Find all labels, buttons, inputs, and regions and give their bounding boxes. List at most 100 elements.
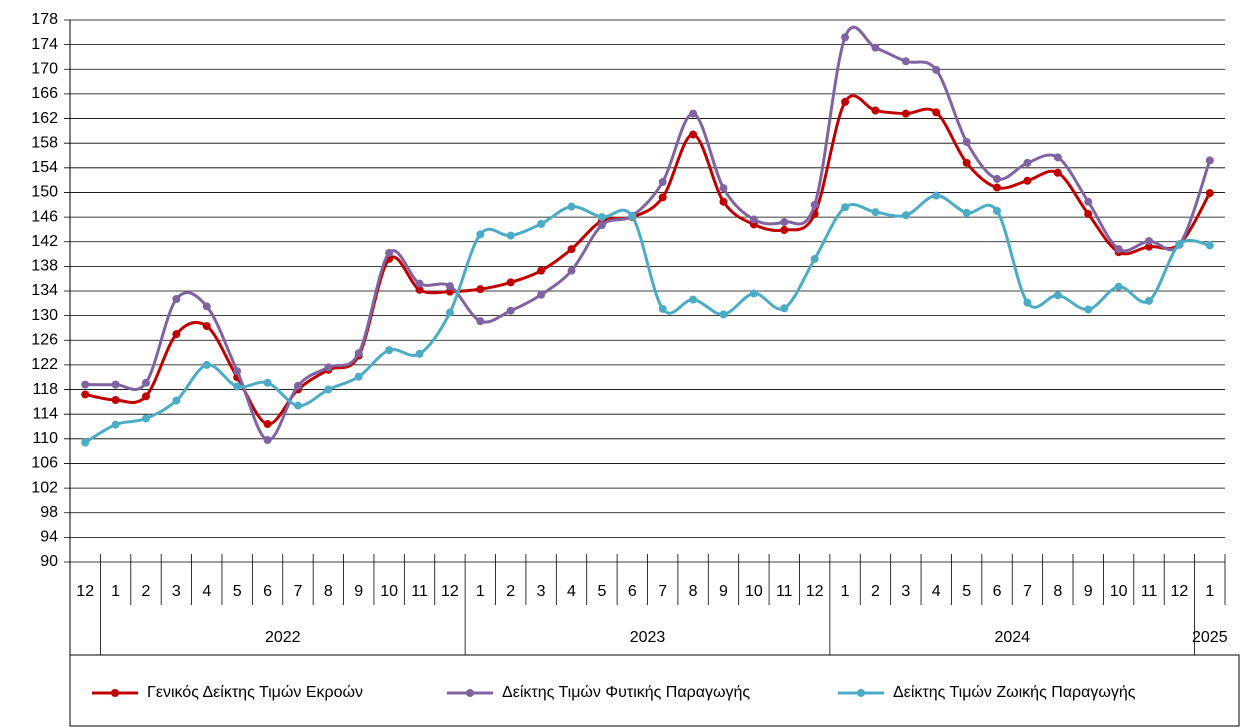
data-point [962, 137, 971, 146]
data-point [567, 266, 576, 275]
x-tick-label: 1 [111, 583, 120, 600]
x-tick-label: 11 [776, 583, 793, 600]
data-point [1145, 242, 1154, 251]
data-point [202, 360, 211, 369]
data-point [871, 208, 880, 217]
y-tick-label: 158 [31, 134, 58, 151]
data-point [141, 392, 150, 401]
x-tick-label: 5 [233, 583, 242, 600]
data-point [597, 213, 606, 222]
x-tick-label: 12 [1171, 583, 1189, 600]
data-point [172, 295, 181, 304]
data-point [1114, 245, 1123, 254]
data-point [810, 254, 819, 263]
x-group-label: 2024 [994, 629, 1030, 646]
y-tick-label: 94 [40, 529, 58, 546]
data-point [111, 420, 120, 429]
data-point [415, 349, 424, 358]
data-point [233, 367, 242, 376]
data-point [1084, 197, 1093, 206]
data-point [111, 396, 120, 405]
data-point [628, 212, 637, 221]
data-point [1145, 296, 1154, 305]
data-point [932, 191, 941, 200]
data-point [293, 381, 302, 390]
data-point [476, 230, 485, 239]
data-point [901, 211, 910, 220]
data-point [871, 106, 880, 115]
data-point [111, 380, 120, 389]
x-tick-label: 8 [689, 583, 698, 600]
x-tick-label: 1 [1205, 583, 1214, 600]
data-point [841, 203, 850, 212]
data-point [172, 396, 181, 405]
x-tick-label: 9 [354, 583, 363, 600]
x-tick-label: 7 [294, 583, 303, 600]
data-point [719, 310, 728, 319]
data-point [780, 218, 789, 227]
data-point [932, 108, 941, 117]
x-tick-label: 1 [476, 583, 485, 600]
data-point [506, 231, 515, 240]
x-tick-label: 10 [380, 583, 398, 600]
data-point [749, 289, 758, 298]
data-point [1205, 189, 1214, 198]
y-tick-label: 130 [31, 307, 58, 324]
data-point [506, 278, 515, 287]
data-point [324, 363, 333, 372]
data-point [1053, 153, 1062, 162]
data-point [1053, 168, 1062, 177]
data-point [810, 200, 819, 209]
data-point [385, 248, 394, 257]
data-point [993, 183, 1002, 192]
legend-marker [857, 689, 865, 697]
data-point [993, 206, 1002, 215]
data-point [1175, 240, 1184, 249]
data-point [689, 109, 698, 118]
data-point [506, 306, 515, 315]
x-tick-label: 6 [263, 583, 272, 600]
y-tick-label: 170 [31, 60, 58, 77]
series-line [84, 194, 1211, 444]
data-point [901, 57, 910, 66]
x-tick-label: 9 [1084, 583, 1093, 600]
legend-marker [466, 689, 474, 697]
data-point [263, 436, 272, 445]
x-tick-label: 11 [411, 583, 428, 600]
data-point [689, 130, 698, 139]
x-tick-label: 8 [1053, 583, 1062, 600]
y-tick-label: 166 [31, 85, 58, 102]
y-tick-label: 122 [31, 356, 58, 373]
x-tick-label: 9 [719, 583, 728, 600]
data-point [415, 279, 424, 288]
data-point [597, 221, 606, 230]
data-point [901, 109, 910, 118]
series-line [84, 94, 1212, 426]
x-tick-label: 12 [806, 583, 824, 600]
x-tick-label: 1 [841, 583, 850, 600]
y-tick-label: 142 [31, 233, 58, 250]
data-point [658, 193, 667, 202]
data-point [658, 177, 667, 186]
data-point [1205, 156, 1214, 165]
data-point [1023, 298, 1032, 307]
data-point [476, 317, 485, 326]
y-tick-label: 118 [32, 381, 58, 398]
legend-label: Γενικός Δείκτης Τιμών Εκροών [147, 684, 363, 701]
data-point [293, 401, 302, 410]
data-point [993, 174, 1002, 183]
data-point [445, 308, 454, 317]
x-tick-label: 2 [142, 583, 151, 600]
x-tick-label: 11 [1141, 583, 1158, 600]
data-point [81, 438, 90, 447]
data-point [1053, 291, 1062, 300]
data-point [1023, 176, 1032, 185]
data-point [141, 414, 150, 423]
y-tick-label: 106 [31, 455, 58, 472]
x-tick-label: 12 [441, 583, 459, 600]
data-point [233, 382, 242, 391]
legend-label: Δείκτης Τιμών Ζωικής Παραγωγής [893, 684, 1136, 701]
y-tick-label: 110 [32, 430, 58, 447]
y-tick-label: 98 [40, 504, 58, 521]
